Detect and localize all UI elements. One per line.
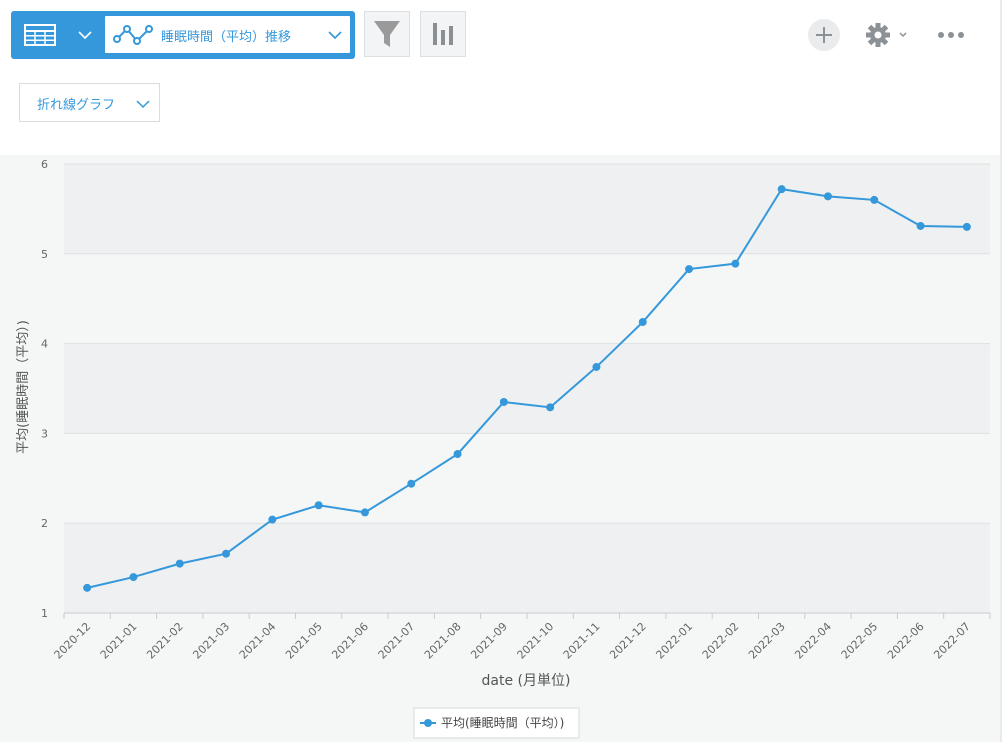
y-tick-label: 3 [41, 427, 48, 440]
plus-icon [816, 27, 832, 43]
y-tick-label: 1 [41, 607, 48, 620]
data-point[interactable] [175, 559, 184, 568]
y-tick-label: 2 [41, 517, 48, 530]
plot-band [64, 523, 990, 613]
data-point[interactable] [407, 479, 416, 488]
graph-selector[interactable]: 睡眠時間（平均）推移 [105, 16, 350, 53]
y-axis-label: 平均(睡眠時間（平均）) [16, 320, 31, 454]
filter-button[interactable] [364, 11, 410, 57]
y-tick-label: 5 [41, 248, 48, 261]
x-axis-label: date (月単位) [482, 673, 571, 689]
x-tick-label: 2022-01 [653, 620, 695, 662]
x-tick-label: 2022-06 [885, 620, 927, 662]
plot-band [64, 164, 990, 254]
table-view-button[interactable] [11, 11, 107, 59]
x-tick-label: 2022-07 [931, 620, 973, 662]
legend[interactable]: 平均(睡眠時間（平均）) [413, 707, 580, 739]
x-tick-label: 2021-11 [561, 620, 603, 662]
x-tick-label: 2021-01 [98, 620, 140, 662]
data-point[interactable] [592, 362, 601, 371]
data-point[interactable] [962, 222, 971, 231]
funnel-icon [374, 21, 400, 47]
chart-type-select[interactable]: 折れ線グラフ [19, 83, 160, 122]
data-point[interactable] [546, 403, 555, 412]
data-point[interactable] [499, 397, 508, 406]
data-point[interactable] [453, 450, 462, 459]
table-grid-icon [24, 24, 56, 46]
x-tick-label: 2020-12 [52, 620, 94, 662]
data-point[interactable] [916, 221, 925, 230]
x-tick-label: 2021-05 [283, 620, 325, 662]
plot-band [64, 343, 990, 434]
data-point[interactable] [314, 501, 323, 510]
gear-icon [866, 23, 907, 47]
y-tick-label: 6 [41, 158, 48, 171]
y-tick-label: 4 [41, 338, 48, 351]
data-point[interactable] [870, 195, 879, 204]
data-point[interactable] [777, 185, 786, 194]
x-tick-label: 2022-02 [700, 620, 742, 662]
x-tick-label: 2022-03 [746, 620, 788, 662]
view-switch: 睡眠時間（平均）推移 [11, 11, 355, 59]
data-point[interactable] [129, 573, 138, 582]
x-tick-label: 2021-10 [515, 620, 557, 662]
data-point[interactable] [222, 549, 231, 558]
graph-selector-label: 睡眠時間（平均）推移 [161, 30, 292, 45]
add-button[interactable] [808, 19, 840, 51]
x-tick-label: 2022-05 [839, 620, 881, 662]
more-dots-icon [938, 32, 964, 38]
x-tick-label: 2021-03 [190, 620, 232, 662]
line-graph-icon [113, 25, 153, 45]
bar-chart-button[interactable] [420, 11, 466, 57]
settings-button[interactable] [864, 20, 912, 50]
legend-label: 平均(睡眠時間（平均）) [441, 716, 564, 730]
x-tick-label: 2022-04 [792, 620, 834, 662]
x-tick-label: 2021-08 [422, 620, 464, 662]
x-tick-label: 2021-06 [329, 620, 371, 662]
chevron-down-icon [328, 31, 342, 40]
chart-type-label: 折れ線グラフ [37, 98, 116, 113]
data-point[interactable] [731, 259, 740, 268]
chevron-down-icon [78, 31, 92, 40]
x-tick-label: 2021-04 [237, 620, 279, 662]
data-point[interactable] [685, 265, 694, 274]
data-point[interactable] [360, 508, 369, 517]
more-button[interactable] [936, 25, 966, 45]
x-tick-label: 2021-07 [376, 620, 418, 662]
legend-marker [424, 719, 432, 727]
series-line [86, 188, 967, 589]
data-point[interactable] [83, 583, 92, 592]
x-tick-label: 2021-09 [468, 620, 510, 662]
data-point[interactable] [638, 318, 647, 327]
x-tick-label: 2021-12 [607, 620, 649, 662]
data-point[interactable] [823, 192, 832, 201]
data-point[interactable] [268, 515, 277, 524]
toolbar: 睡眠時間（平均）推移 [0, 0, 1002, 70]
bar-chart-icon [433, 23, 453, 45]
chevron-down-icon [136, 100, 150, 109]
x-tick-label: 2021-02 [144, 620, 186, 662]
scroll-edge [1000, 0, 1002, 742]
